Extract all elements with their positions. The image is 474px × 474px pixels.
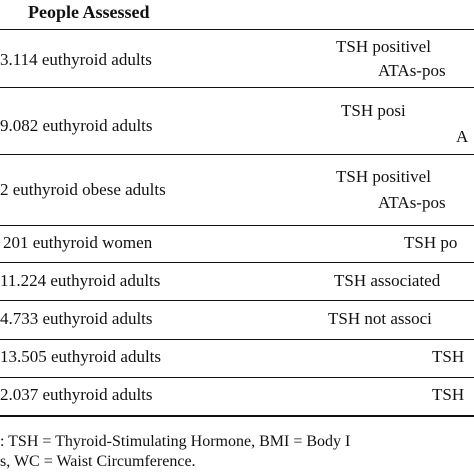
row-2-finding-line1: TSH posi bbox=[341, 101, 406, 120]
row-4-finding-line1: TSH po bbox=[404, 233, 458, 252]
row-divider bbox=[0, 87, 474, 88]
row-8-finding-line1: TSH bbox=[432, 385, 465, 404]
row-7-people: 13.505 euthyroid adults bbox=[0, 347, 162, 366]
row-1-people: 3.114 euthyroid adults bbox=[0, 50, 152, 69]
row-8-people: 2.037 euthyroid adults bbox=[0, 385, 153, 404]
footnote-line-2: s, WC = Waist Circumference. bbox=[0, 453, 196, 470]
row-4-people: 201 euthyroid women bbox=[3, 233, 153, 252]
row-3-finding-line1: TSH positivel bbox=[336, 167, 431, 186]
table-bottom-rule bbox=[0, 415, 474, 417]
row-2-finding-line2: A bbox=[456, 127, 469, 146]
row-3-finding-line2: ATAs-pos bbox=[378, 193, 446, 212]
row-divider bbox=[0, 377, 474, 378]
row-divider bbox=[0, 300, 474, 301]
row-1-finding-line2: ATAs-pos bbox=[378, 61, 446, 80]
column-header-people-assessed: People Assessed bbox=[28, 2, 150, 22]
row-5-people: 11.224 euthyroid adults bbox=[0, 271, 161, 290]
row-divider bbox=[0, 262, 474, 263]
row-divider bbox=[0, 225, 474, 226]
row-2-people: 9.082 euthyroid adults bbox=[0, 116, 153, 135]
row-6-people: 4.733 euthyroid adults bbox=[0, 309, 153, 328]
row-divider bbox=[0, 339, 474, 340]
row-5-finding-line1: TSH associated bbox=[334, 271, 441, 290]
row-divider bbox=[0, 154, 474, 155]
row-6-finding-line1: TSH not associ bbox=[328, 309, 432, 328]
row-3-people: 2 euthyroid obese adults bbox=[0, 180, 166, 199]
header-rule bbox=[0, 29, 474, 30]
row-7-finding-line1: TSH bbox=[432, 347, 465, 366]
row-1-finding-line1: TSH positivel bbox=[336, 37, 431, 56]
footnote-line-1: : TSH = Thyroid-Stimulating Hormone, BMI… bbox=[0, 433, 351, 450]
